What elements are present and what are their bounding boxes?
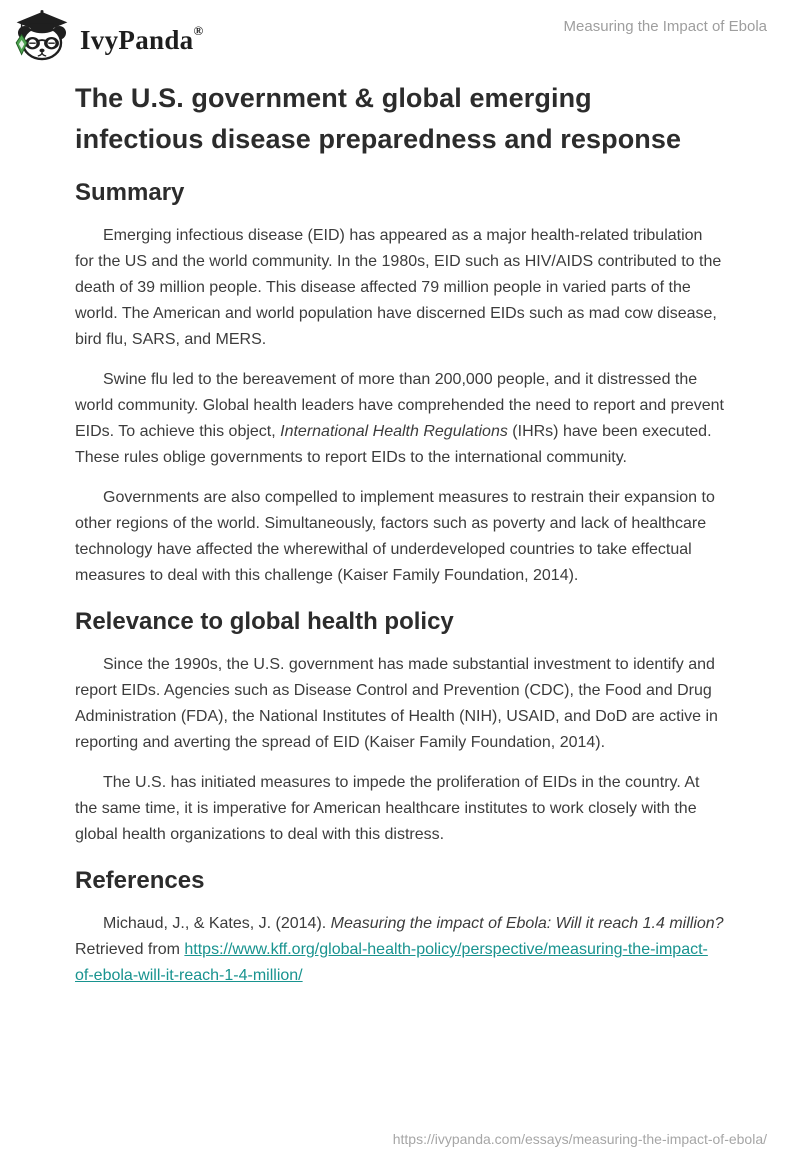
- paragraph: Since the 1990s, the U.S. government has…: [75, 652, 725, 756]
- text-run: Swine flu led to the bereavement of more…: [75, 371, 724, 440]
- text-run: Retrieved from: [75, 941, 185, 958]
- running-head-title: Measuring the Impact of Ebola: [563, 18, 767, 35]
- reference-entry: Michaud, J., & Kates, J. (2014). Measuri…: [75, 911, 725, 989]
- reference-link[interactable]: https://www.kff.org/global-health-policy…: [75, 941, 708, 984]
- text-run: Since the 1990s, the U.S. government has…: [75, 656, 718, 751]
- reference-work-title: Measuring the impact of Ebola: Will it r…: [330, 915, 724, 932]
- footer-source-url: https://ivypanda.com/essays/measuring-th…: [392, 1131, 767, 1147]
- paragraph: The U.S. has initiated measures to imped…: [75, 770, 725, 848]
- section-heading-relevance: Relevance to global health policy: [75, 608, 454, 635]
- paragraph: Emerging infectious disease (EID) has ap…: [75, 223, 725, 353]
- paragraph: Governments are also compelled to implem…: [75, 485, 725, 589]
- section-heading-references: References: [75, 867, 205, 894]
- section-heading-summary: Summary: [75, 179, 185, 206]
- paragraph: Swine flu led to the bereavement of more…: [75, 367, 725, 471]
- panda-graduation-cap-icon: [13, 10, 71, 61]
- page-header: IvyPanda® Measuring the Impact of Ebola: [0, 0, 800, 61]
- text-run: Governments are also compelled to implem…: [75, 489, 715, 584]
- brand-name: IvyPanda®: [80, 23, 204, 55]
- text-run: The U.S. has initiated measures to imped…: [75, 774, 700, 843]
- text-run: Michaud, J., & Kates, J. (2014).: [103, 915, 331, 932]
- text-run: Emerging infectious disease (EID) has ap…: [75, 227, 722, 348]
- italic-term: International Health Regulations: [280, 423, 508, 440]
- article-title: The U.S. government & global emerging in…: [75, 83, 682, 154]
- essay-article: The U.S. government & global emerging in…: [75, 78, 725, 989]
- text-run: (IHRs) have been executed. These rules o…: [75, 423, 712, 466]
- brand-logo[interactable]: IvyPanda®: [13, 6, 203, 65]
- registered-trademark: ®: [193, 23, 204, 38]
